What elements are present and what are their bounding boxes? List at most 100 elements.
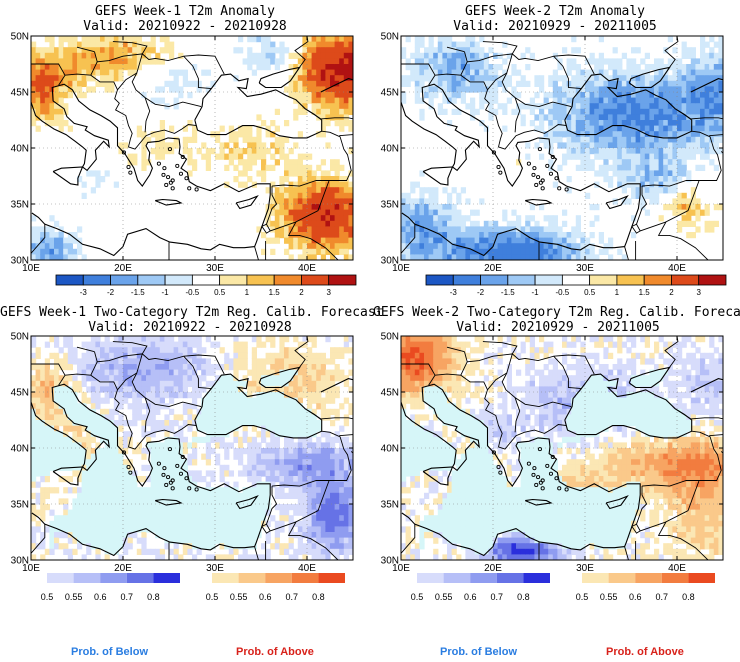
colorbar-label: 1: [615, 288, 620, 297]
prob-colorbar-label: 0.55: [600, 592, 618, 600]
lon-tick-label: 30E: [206, 563, 224, 574]
prob-colorbar-swatch: [153, 573, 180, 583]
prob-colorbar-swatch: [582, 573, 609, 583]
lon-tick-label: 10E: [392, 263, 410, 274]
colorbar-swatch: [164, 274, 193, 286]
lat-tick-label: 50N: [381, 32, 399, 43]
prob-colorbar-label: 0.7: [491, 592, 504, 600]
prob-colorbar-label: 0.8: [682, 592, 695, 600]
prob-colorbar-swatch: [417, 573, 444, 583]
prob-above-label-2: Prob. of Above: [606, 646, 684, 658]
lat-tick-label: 45N: [381, 388, 399, 399]
panel3-title: GEFS Week-1 Two-Category T2m Reg. Calib.…: [0, 305, 384, 335]
prob-colorbar-label: 0.5: [411, 592, 424, 600]
prob-colorbar-swatch: [265, 573, 292, 583]
lat-tick-label: 35N: [381, 200, 399, 211]
prob-colorbar-swatch: [47, 573, 74, 583]
lat-tick-label: 35N: [11, 500, 29, 511]
prob-below-label: Prob. of Below: [71, 646, 148, 658]
colorbar-swatch: [643, 274, 672, 286]
colorbar-swatch: [82, 274, 111, 286]
colorbar-label: 3: [697, 288, 702, 297]
lat-tick-label: 30N: [11, 556, 29, 567]
lat-tick-label: 30N: [11, 256, 29, 267]
colorbar-label: -1: [162, 288, 170, 297]
prob-colorbar-swatch: [73, 573, 101, 583]
colorbar-label: 2: [669, 288, 674, 297]
prob-colorbar-swatch: [100, 573, 127, 583]
colorbar-label: 0.5: [214, 288, 226, 297]
colorbar-swatch: [328, 274, 357, 286]
lat-tick-label: 50N: [11, 332, 29, 343]
lon-tick-label: 20E: [484, 263, 502, 274]
prob-colorbar-label: 0.8: [147, 592, 160, 600]
prob-colorbar-swatch: [126, 573, 154, 583]
lon-tick-label: 10E: [22, 263, 40, 274]
lat-tick-label: 40N: [11, 444, 29, 455]
lon-tick-label: 30E: [576, 563, 594, 574]
colorbar-swatch: [137, 274, 166, 286]
colorbar-label: -1: [532, 288, 540, 297]
prob-colorbar-label: 0.55: [230, 592, 248, 600]
colorbar-swatch: [480, 274, 509, 286]
panel4-title: GEFS Week-2 Two-Category T2m Reg. Calib.…: [373, 305, 740, 335]
panel1-title: GEFS Week-1 T2m Anomaly Valid: 20210922 -…: [83, 4, 287, 34]
prob-colorbar-label: 0.8: [517, 592, 530, 600]
lat-tick-label: 45N: [11, 388, 29, 399]
prob-colorbar-label: 0.55: [65, 592, 83, 600]
colorbar-swatch: [219, 274, 248, 286]
lon-tick-label: 40E: [668, 563, 686, 574]
lat-tick-label: 35N: [11, 200, 29, 211]
lat-tick-label: 40N: [381, 144, 399, 155]
prob-colorbar-label: 0.6: [259, 592, 272, 600]
colorbar-label: 0.5: [584, 288, 596, 297]
week2-anomaly-map: 10E 20E 30E 40E 50N 45N 40N 35N 30N -3 -2 -1.5 -1 -0.…: [381, 32, 727, 297]
colorbar-swatch: [301, 274, 330, 286]
prob-colorbar-swatch: [212, 573, 239, 583]
colorbar-label: -3: [80, 288, 88, 297]
colorbar-swatch: [452, 274, 481, 286]
prob-colorbar-swatch: [661, 573, 689, 583]
prob-colorbar-label: 0.6: [629, 592, 642, 600]
prob-colorbar-label: 0.5: [576, 592, 589, 600]
lon-tick-label: 10E: [22, 563, 40, 574]
colorbar-swatch: [507, 274, 536, 286]
colorbar-swatch: [616, 274, 645, 286]
prob-colorbar-label: 0.7: [286, 592, 299, 600]
colorbar-label: -1.5: [501, 288, 515, 297]
lat-tick-label: 50N: [11, 32, 29, 43]
lat-tick-label: 45N: [381, 88, 399, 99]
prob-colorbar-swatch: [496, 573, 524, 583]
lon-tick-label: 40E: [668, 263, 686, 274]
lat-tick-label: 45N: [11, 88, 29, 99]
lon-tick-label: 40E: [298, 563, 316, 574]
colorbar-swatch: [589, 274, 618, 286]
lat-tick-label: 30N: [381, 556, 399, 567]
lat-tick-label: 35N: [381, 500, 399, 511]
prob-colorbar-swatch: [635, 573, 662, 583]
prob-below-label-2: Prob. of Below: [440, 646, 517, 658]
prob-colorbar-label: 0.55: [435, 592, 453, 600]
colorbar-swatch: [191, 274, 221, 286]
lon-tick-label: 20E: [484, 563, 502, 574]
week1-probability-map: 10E 20E 30E 40E 50N 45N 40N 35N 30N 0.5 0.55 0.6 0.7…: [11, 332, 354, 600]
prob-colorbar-swatch: [470, 573, 497, 583]
lat-tick-label: 40N: [381, 444, 399, 455]
panel2-title: GEFS Week-2 T2m Anomaly Valid: 20210929 -…: [453, 4, 657, 34]
lon-tick-label: 10E: [392, 563, 410, 574]
colorbar-label: -0.5: [555, 288, 569, 297]
colorbar-swatch: [246, 274, 275, 286]
colorbar-label: 2: [299, 288, 304, 297]
colorbar-swatch: [273, 274, 302, 286]
prob-colorbar-label: 0.6: [464, 592, 477, 600]
colorbar-swatch: [671, 274, 700, 286]
lon-tick-label: 20E: [114, 563, 132, 574]
lon-tick-label: 30E: [206, 263, 224, 274]
colorbar-swatch: [698, 274, 727, 286]
colorbar-label: -3: [450, 288, 458, 297]
colorbar-label: -1.5: [131, 288, 145, 297]
colorbar-label: 1.5: [639, 288, 651, 297]
prob-colorbar-label: 0.5: [41, 592, 54, 600]
prob-colorbar-swatch: [443, 573, 471, 583]
colorbar-label: 1.5: [269, 288, 281, 297]
